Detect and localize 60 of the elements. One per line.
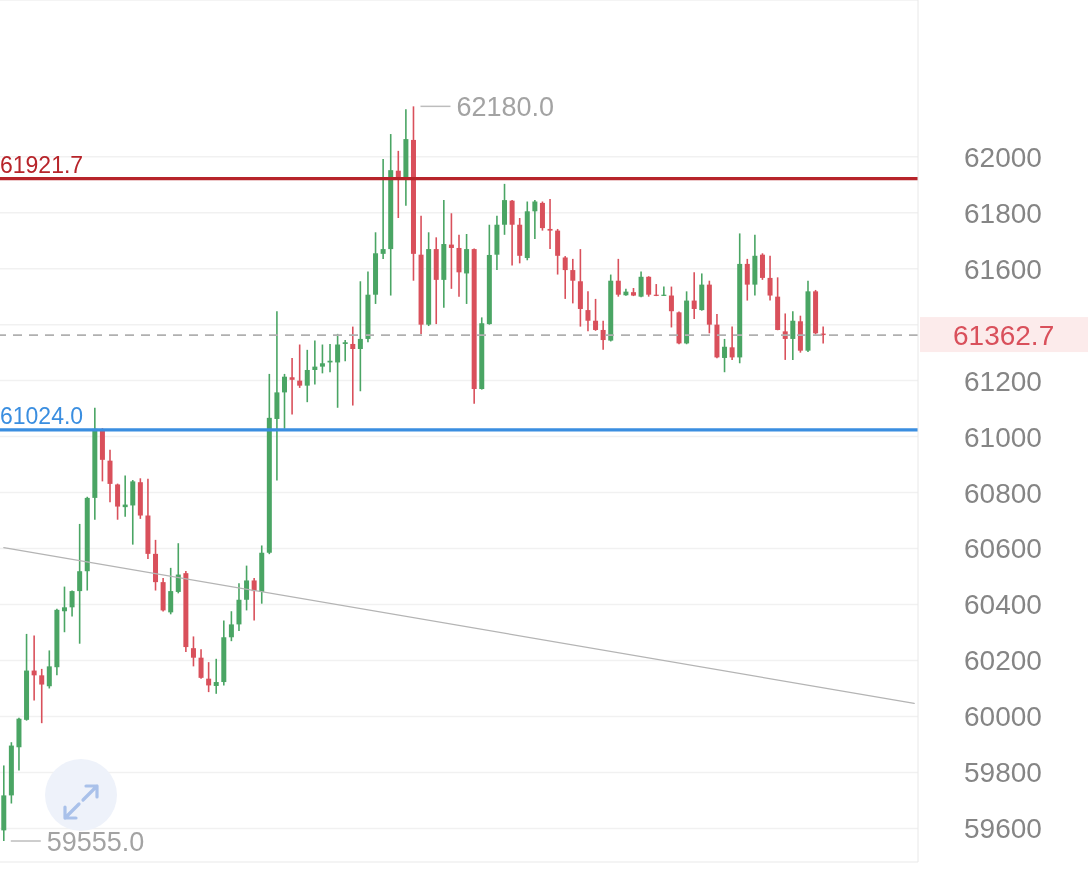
candlestick	[350, 325, 356, 407]
candlestick	[585, 290, 591, 333]
candlestick	[668, 285, 674, 329]
candlestick	[729, 325, 735, 361]
candlestick	[638, 270, 644, 299]
candlestick	[790, 310, 796, 361]
candlestick	[570, 258, 576, 305]
candlestick	[759, 252, 765, 281]
candlestick	[357, 280, 363, 393]
ref-line-label: 61024.0	[0, 402, 84, 429]
y-tick-label: 60400	[964, 589, 1042, 621]
y-tick-label: 62000	[964, 141, 1042, 173]
candlestick	[297, 343, 303, 389]
candlestick	[691, 271, 697, 320]
candlestick	[615, 258, 621, 298]
candlestick	[39, 668, 45, 724]
candlestick	[282, 373, 287, 430]
y-tick-label: 60000	[964, 701, 1042, 733]
candlestick	[289, 357, 295, 416]
candlestick	[107, 448, 113, 504]
candlestick	[767, 255, 773, 302]
y-tick-label: 61800	[964, 197, 1042, 229]
candlestick	[547, 198, 553, 250]
annotation: 62180.0	[456, 92, 555, 123]
candlestick	[175, 542, 181, 595]
ref-line-label: 61921.7	[0, 151, 84, 178]
candlestick	[335, 333, 341, 409]
candlestick	[251, 577, 257, 622]
candlestick	[198, 648, 204, 680]
candlestick	[46, 649, 52, 690]
candlestick	[228, 610, 234, 642]
candlestick	[319, 343, 325, 375]
y-tick-label: 59800	[964, 757, 1042, 789]
candlestick	[532, 199, 538, 240]
candlestick	[69, 589, 75, 618]
candlestick	[61, 585, 67, 634]
candlestick	[722, 338, 728, 374]
y-tick-label: 61000	[964, 421, 1042, 453]
candlestick	[213, 658, 219, 695]
candlestick	[304, 349, 310, 403]
candlestick	[380, 158, 386, 260]
y-tick-label: 60600	[964, 533, 1042, 565]
annotation: 59555.0	[46, 827, 145, 858]
candlestick	[115, 482, 121, 521]
ref-line-label: 61362.7	[953, 319, 1055, 351]
candlestick	[600, 319, 606, 351]
y-tick-label: 61200	[964, 365, 1042, 397]
candlestick	[190, 635, 196, 668]
candlestick	[77, 523, 83, 645]
candlestick	[562, 255, 568, 300]
y-tick-label: 59600	[964, 813, 1042, 845]
y-tick-label: 61600	[964, 253, 1042, 285]
candlestick	[168, 567, 174, 616]
candlestick	[646, 275, 652, 298]
candlestick	[342, 339, 348, 363]
candlestick	[593, 298, 599, 332]
y-tick-label: 60200	[964, 645, 1042, 677]
candlestick	[244, 564, 250, 612]
candlestick	[744, 258, 750, 302]
y-tick-label: 60800	[964, 477, 1042, 509]
